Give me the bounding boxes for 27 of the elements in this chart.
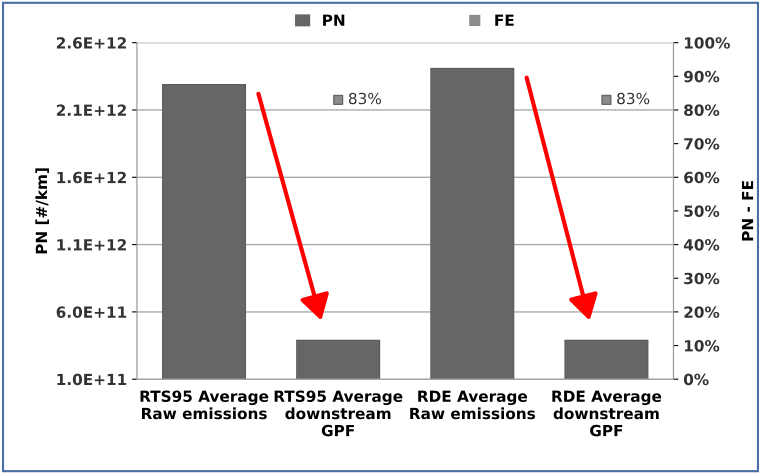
y2-axis-title: PN - FE [742, 181, 754, 240]
y-tick-label: 1.1E+12 [57, 239, 126, 250]
y2-tick-label: 60% [684, 172, 720, 184]
data-label: 83% [348, 92, 382, 104]
x-tick-label: RDE Average Raw emissions [410, 390, 536, 420]
y2-tick-label: 70% [684, 138, 720, 150]
y2-tick-label: 30% [684, 272, 720, 284]
y-axis-title: PN [#/km] [35, 168, 49, 254]
x-tick-label: RDE Average downstream GPF [552, 390, 662, 436]
y2-tick-label: 20% [684, 306, 720, 318]
y2-tick-label: 90% [684, 70, 720, 82]
y2-tick-label: 40% [684, 239, 720, 251]
y-tick-label: 1.0E+11 [57, 374, 126, 386]
data-label: 83% [617, 92, 650, 104]
x-tick-label: RTS95 Average downstream GPF [274, 390, 402, 436]
y-tick-label: 2.1E+12 [56, 104, 126, 116]
y-tick-label: 2.6E+12 [56, 37, 126, 49]
y2-tick-label: 0% [684, 374, 709, 386]
y2-tick-label: 80% [684, 104, 720, 116]
y2-tick-label: 100% [684, 37, 730, 49]
y2-tick-label: 50% [684, 205, 720, 217]
x-tick-label: RTS95 Average Raw emissions [140, 390, 268, 420]
y-tick-label: 6.0E+11 [56, 306, 126, 318]
legend-label: PN [323, 14, 344, 26]
y2-tick-label: 10% [684, 340, 720, 352]
legend-label: FE [495, 14, 514, 26]
y-tick-label: 1.6E+12 [57, 172, 126, 184]
